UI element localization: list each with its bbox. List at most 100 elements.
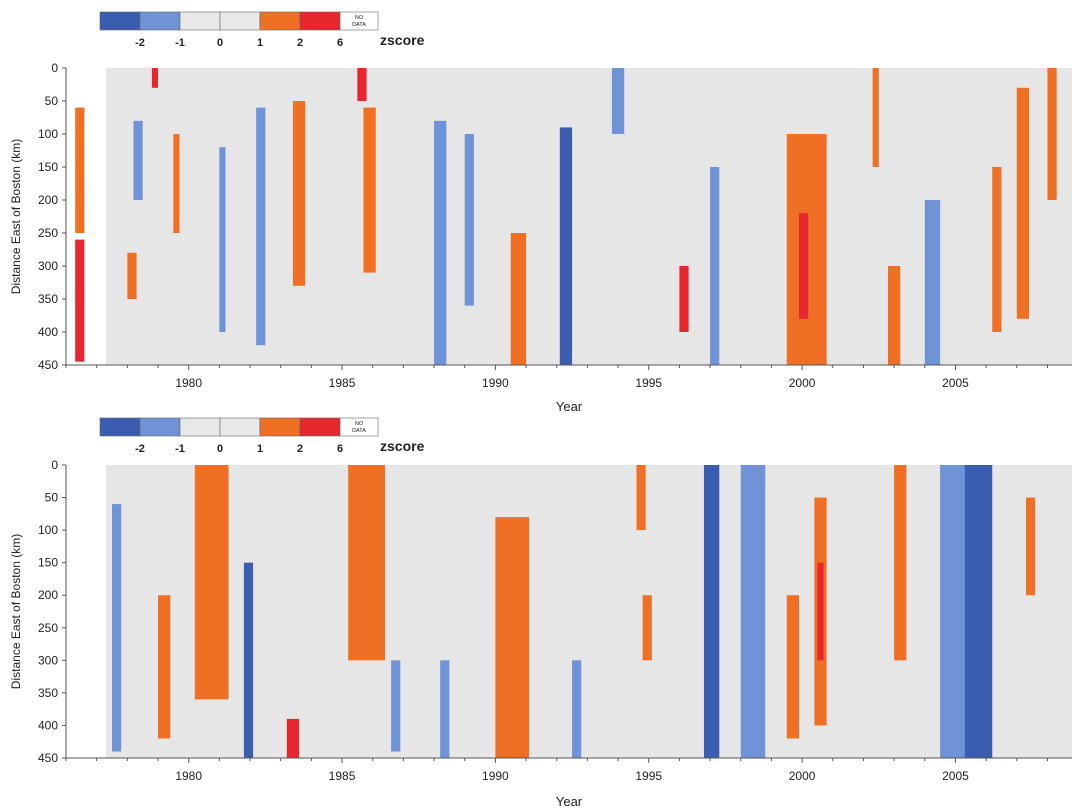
x-axis-label: Year [556,399,583,414]
y-tick-label: 50 [45,94,59,108]
legend-swatch [259,11,301,31]
y-tick-label: 150 [38,556,58,570]
heatmap-cell [940,465,965,758]
y-axis-label: Distance East of Boston (km) [9,534,23,689]
x-axis-label: Year [556,794,583,809]
y-tick-label: 300 [38,653,58,667]
heatmap-cell [127,252,137,299]
heatmap-cell [391,660,401,752]
heatmap-cell [703,465,720,758]
y-tick-label: 150 [38,160,58,174]
legend-tick-label: 6 [337,37,343,49]
heatmap-cell [992,167,1002,332]
legend-no-data-label: DATA [352,22,366,28]
heatmap-cell [243,562,254,758]
heatmap-cell [872,68,879,167]
legend-no-data-label: DATA [352,428,366,434]
y-tick-label: 100 [38,127,58,141]
legend-swatch [99,11,141,31]
heatmap-cell [112,504,122,752]
heatmap-cell [642,595,652,661]
heatmap-cell [799,213,809,319]
x-tick-label: 2005 [942,376,969,390]
heatmap-cell [572,660,582,758]
legend-title: zscore [380,438,425,454]
heatmap-background [105,465,1072,758]
heatmap-cell [440,660,450,758]
legend-tick-label: -1 [175,37,185,49]
legend-no-data-swatch [339,417,379,437]
y-tick-label: 250 [38,226,58,240]
legend-no-data-label: NO [355,15,364,21]
legend-title: zscore [380,32,425,48]
y-tick-label: 100 [38,523,58,537]
legend-tick-label: 0 [217,443,223,455]
y-tick-label: 450 [38,358,58,372]
y-tick-label: 0 [51,61,58,75]
heatmap-cell [894,465,907,661]
y-tick-label: 200 [38,193,58,207]
heatmap-cell [292,101,306,286]
heatmap-cell [357,68,367,101]
legend-no-data-swatch [339,11,379,31]
legend-tick-label: 2 [297,443,303,455]
legend-tick-label: -2 [135,443,145,455]
y-tick-label: 250 [38,621,58,635]
heatmap-cell [786,595,800,739]
heatmap-cell [363,107,376,273]
heatmap-cell [286,718,300,758]
y-tick-label: 0 [51,458,58,472]
heatmap-cell [75,239,85,362]
x-tick-label: 1985 [329,376,356,390]
legend-tick-label: 0 [217,37,223,49]
heatmap-cell [740,465,766,758]
heatmap-cell [464,134,474,306]
heatmap-cell [887,266,901,365]
legend-swatch [219,11,261,31]
heatmap-cell [256,107,266,346]
x-tick-label: 1995 [635,376,662,390]
heatmap-cell [559,127,573,366]
y-tick-label: 400 [38,718,58,732]
y-tick-label: 350 [38,292,58,306]
heatmap-cell [133,120,143,200]
legend-swatch [259,417,301,437]
heatmap-cell [611,68,625,134]
heatmap-cell [434,120,447,365]
heatmap-cell [194,465,229,700]
x-tick-label: 1995 [635,769,662,783]
legend-swatch [99,417,141,437]
heatmap-cell [964,465,993,758]
y-tick-label: 50 [45,491,59,505]
x-tick-label: 1990 [482,376,509,390]
legend-swatch [179,417,221,437]
y-tick-label: 450 [38,751,58,765]
heatmap-background [105,68,1072,365]
heatmap-cell [219,147,226,332]
legend-swatch [299,11,341,31]
x-tick-label: 2000 [789,376,816,390]
y-tick-label: 350 [38,686,58,700]
y-axis-label: Distance East of Boston (km) [9,139,23,294]
legend-tick-label: 1 [257,37,263,49]
x-tick-label: 1980 [175,769,202,783]
legend-swatch [219,417,261,437]
legend-swatch [139,417,181,437]
x-tick-label: 1980 [175,376,202,390]
heatmap-cell [679,266,689,332]
legend-tick-label: -1 [175,443,185,455]
heatmap-cell [636,465,646,531]
heatmap-cell [75,107,85,233]
heatmap-cell [495,517,530,758]
y-tick-label: 400 [38,325,58,339]
x-tick-label: 1990 [482,769,509,783]
y-tick-label: 200 [38,588,58,602]
heatmap-cell [817,562,824,661]
x-tick-label: 2005 [942,769,969,783]
heatmap-cell [348,465,385,661]
legend-tick-label: 6 [337,443,343,455]
